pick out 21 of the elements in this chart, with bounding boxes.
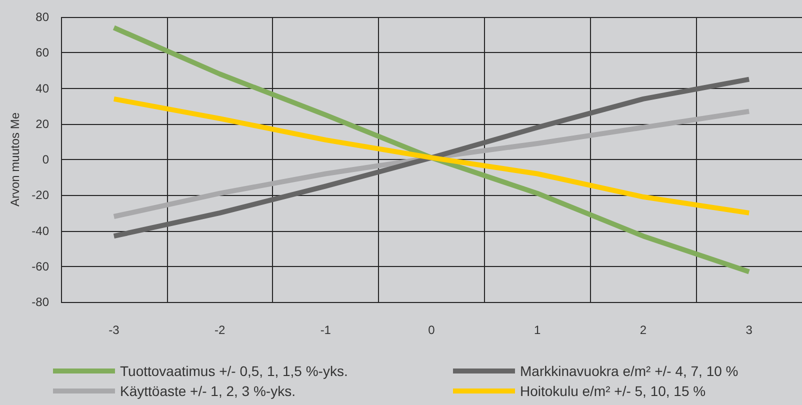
y-tick-label: 80 xyxy=(36,10,50,24)
y-tick-label: -80 xyxy=(32,295,50,309)
y-axis-title: Arvon muutos Me xyxy=(8,112,22,207)
legend-label: Hoitokulu e/m² +/- 5, 10, 15 % xyxy=(520,383,706,399)
legend-label: Käyttöaste +/- 1, 2, 3 %-yks. xyxy=(120,383,296,399)
y-tick-label: 60 xyxy=(36,46,50,60)
legend-label: Tuottovaatimus +/- 0,5, 1, 1,5 %-yks. xyxy=(120,363,348,379)
legend-label: Markkinavuokra e/m² +/- 4, 7, 10 % xyxy=(520,363,738,379)
y-tick-label: -60 xyxy=(32,259,50,274)
x-tick-label: -1 xyxy=(320,323,332,337)
x-tick-label: 1 xyxy=(534,323,542,337)
x-tick-label: 0 xyxy=(428,323,436,337)
x-tick-label: 2 xyxy=(640,323,647,337)
y-tick-label: -20 xyxy=(32,188,50,202)
y-tick-label: -40 xyxy=(32,224,50,238)
y-tick-label: 40 xyxy=(36,81,50,96)
y-tick-label: 20 xyxy=(36,116,50,131)
x-tick-label: 3 xyxy=(746,323,753,337)
y-tick-label: 0 xyxy=(42,152,50,166)
x-tick-label: -3 xyxy=(108,323,120,337)
x-tick-label: -2 xyxy=(214,323,226,337)
